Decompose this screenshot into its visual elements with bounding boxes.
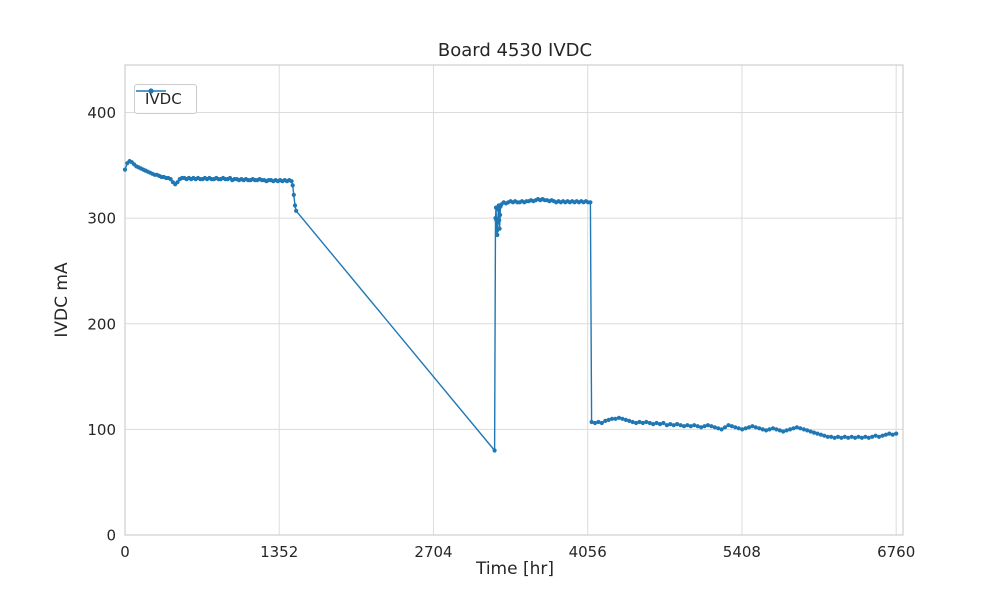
x-axis-label: Time [hr] bbox=[475, 559, 555, 579]
svg-text:0: 0 bbox=[120, 543, 130, 561]
svg-text:100: 100 bbox=[87, 421, 116, 439]
svg-text:1352: 1352 bbox=[260, 543, 298, 561]
svg-text:5408: 5408 bbox=[723, 543, 761, 561]
svg-text:6760: 6760 bbox=[877, 543, 915, 561]
svg-text:4056: 4056 bbox=[569, 543, 607, 561]
svg-text:2704: 2704 bbox=[414, 543, 452, 561]
legend-line-marker-icon bbox=[136, 88, 166, 94]
svg-text:0: 0 bbox=[106, 527, 116, 545]
legend: IVDC bbox=[134, 84, 197, 114]
y-axis-label: IVDC mA bbox=[52, 262, 72, 338]
svg-text:200: 200 bbox=[87, 315, 116, 333]
svg-text:400: 400 bbox=[87, 104, 116, 122]
svg-text:300: 300 bbox=[87, 210, 116, 228]
chart-title: Board 4530 IVDC bbox=[437, 40, 593, 61]
legend-label: IVDC bbox=[145, 90, 182, 108]
